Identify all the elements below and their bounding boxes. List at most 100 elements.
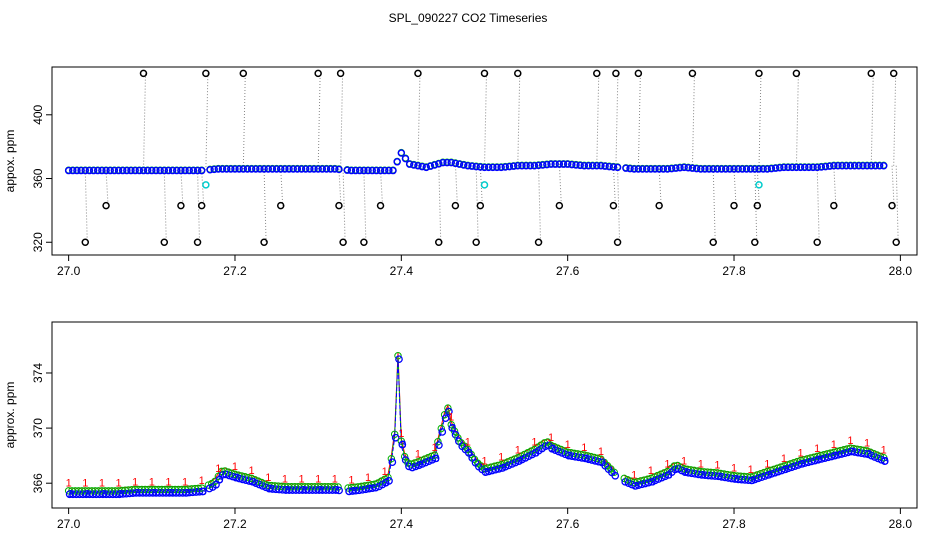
data-point xyxy=(880,457,889,466)
series-glyph: 3 xyxy=(799,458,805,470)
data-point xyxy=(568,160,576,169)
outlier-point xyxy=(202,69,210,78)
top-panel-frame xyxy=(51,66,918,256)
data-point xyxy=(221,467,229,475)
series-glyph: 1 xyxy=(265,472,271,484)
data-point xyxy=(197,166,206,175)
data-point xyxy=(813,163,821,172)
series-glyph: 3 xyxy=(350,485,356,497)
outlier-point xyxy=(514,69,522,78)
data-point xyxy=(726,165,734,173)
data-point xyxy=(530,162,539,170)
data-point xyxy=(730,165,738,173)
top-panel-y-axis-label: appox. ppm xyxy=(3,130,17,193)
data-point xyxy=(760,468,768,477)
flagged-point xyxy=(480,181,489,189)
outlier-drop-line xyxy=(338,169,342,206)
data-point xyxy=(435,160,443,168)
data-point xyxy=(347,166,356,175)
data-point xyxy=(135,166,144,175)
series-glyph: 1 xyxy=(698,458,704,470)
outlier-drop-line xyxy=(733,168,737,206)
series-glyph: 3 xyxy=(117,489,123,501)
data-point xyxy=(697,165,705,173)
series-glyph: 3 xyxy=(783,464,789,476)
outlier-drop-line xyxy=(342,169,346,243)
series-glyph: 3 xyxy=(151,487,157,499)
series-glyph: 1 xyxy=(748,464,754,476)
data-point xyxy=(420,455,429,463)
outlier-drop-line xyxy=(201,170,205,206)
outlier-drop-line xyxy=(870,73,874,166)
data-point xyxy=(547,441,555,450)
data-point xyxy=(543,160,551,169)
data-point xyxy=(389,166,397,175)
series-glyph: 3 xyxy=(384,477,390,489)
outlier-point xyxy=(177,201,185,210)
data-point xyxy=(293,165,302,173)
outlier-point xyxy=(593,69,601,78)
outlier-drop-line xyxy=(280,168,284,206)
data-point xyxy=(834,162,842,170)
y-tick-label: 400 xyxy=(31,104,45,124)
series-glyph: 3 xyxy=(716,471,722,483)
data-point xyxy=(247,474,256,483)
data-point xyxy=(407,460,416,468)
data-point xyxy=(873,451,881,459)
data-point xyxy=(784,464,793,473)
data-point xyxy=(776,463,785,471)
outlier-point xyxy=(260,238,268,247)
series-glyph: 1 xyxy=(714,460,720,472)
data-point xyxy=(644,478,653,487)
data-point xyxy=(408,463,417,472)
data-point xyxy=(777,466,786,475)
data-point xyxy=(659,165,668,173)
data-point xyxy=(443,158,451,167)
outlier-point xyxy=(867,69,876,78)
data-point xyxy=(185,166,193,175)
data-point xyxy=(509,162,518,170)
data-point xyxy=(611,471,620,480)
data-point xyxy=(314,165,322,173)
outlier-drop-line xyxy=(317,73,321,169)
data-point xyxy=(613,163,622,172)
data-point xyxy=(630,165,638,173)
series-glyph: 3 xyxy=(101,489,107,501)
outlier-point xyxy=(709,238,717,247)
data-point xyxy=(751,475,759,484)
data-point xyxy=(754,474,763,483)
outlier-drop-line xyxy=(380,170,384,206)
data-point xyxy=(435,441,443,450)
data-point xyxy=(455,160,464,168)
series-glyph: 1 xyxy=(764,458,770,470)
data-point xyxy=(445,407,453,416)
outlier-point xyxy=(613,238,622,247)
outlier-point xyxy=(892,238,900,247)
data-point xyxy=(414,162,422,170)
data-point xyxy=(114,166,123,175)
data-point xyxy=(688,164,697,172)
outlier-drop-line xyxy=(658,168,662,206)
outlier-point xyxy=(314,69,322,78)
data-point xyxy=(400,452,409,461)
outlier-point xyxy=(197,201,206,210)
data-point xyxy=(480,163,489,172)
data-point xyxy=(210,165,218,174)
data-point xyxy=(584,162,593,170)
series-glyph: 1 xyxy=(332,474,338,486)
data-point xyxy=(204,481,213,489)
series-glyph: 1 xyxy=(99,478,105,490)
data-point xyxy=(676,164,684,172)
series-glyph: 1 xyxy=(881,445,887,457)
outlier-drop-line xyxy=(758,73,762,169)
data-point xyxy=(468,162,476,170)
outlier-drop-line xyxy=(596,73,600,166)
outlier-drop-line xyxy=(637,73,641,169)
series-glyph: 3 xyxy=(816,454,822,466)
x-tick-label: 27.4 xyxy=(390,517,414,531)
data-point xyxy=(276,165,285,173)
outlier-drop-line xyxy=(479,166,483,206)
series-glyph: 3 xyxy=(68,489,74,501)
data-point xyxy=(842,162,851,170)
